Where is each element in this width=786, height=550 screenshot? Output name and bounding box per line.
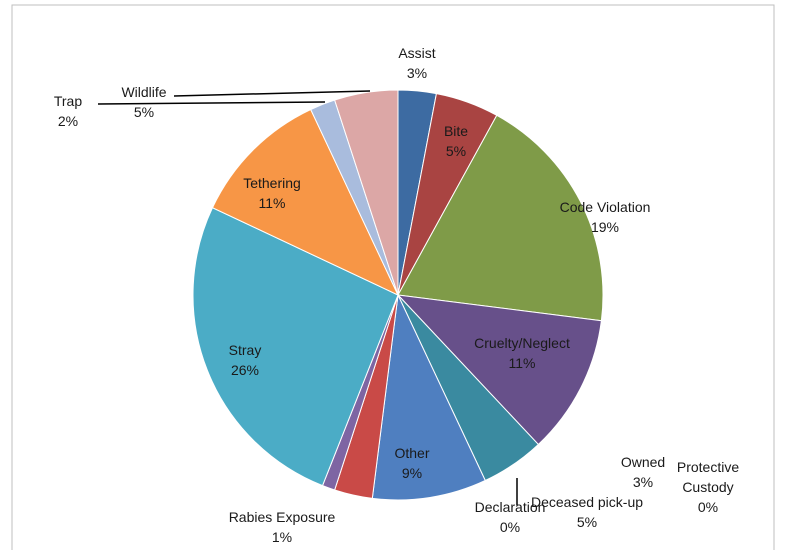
- slice-tethering: [211, 108, 400, 297]
- label-tethering: Tethering 11%: [243, 175, 301, 211]
- label-code-violation: Code Violation 19%: [560, 199, 651, 235]
- slice-cruelty-neglect: [396, 294, 602, 446]
- slice-other: [371, 293, 486, 501]
- label-owned: Owned 3%: [621, 454, 665, 490]
- label-stray: Stray 26%: [229, 342, 262, 378]
- label-other: Other 9%: [394, 445, 429, 481]
- label-protective-custody: Protective Custody 0%: [677, 459, 739, 515]
- label-wildlife: Wildlife 5%: [121, 84, 166, 120]
- label-bite: Bite 5%: [444, 123, 468, 159]
- slice-code-violation: [397, 114, 604, 322]
- leader-trap: [97, 101, 326, 105]
- slice-stray: [192, 207, 399, 487]
- label-deceased-pick-up: Deceased pick-up 5%: [531, 494, 643, 530]
- label-rabies-exposure: Rabies Exposure 1%: [229, 509, 336, 545]
- label-trap: Trap 2%: [54, 93, 82, 129]
- slice-wildlife: [334, 89, 399, 296]
- slice-labels: Assist 3% Bite 5% Code Violation 19% Cruelty/N…: [54, 45, 739, 545]
- leader-wildlife: [173, 90, 371, 97]
- label-declaration: Declaration 0%: [475, 499, 546, 535]
- pie-slices: [192, 89, 604, 501]
- leader-lines: [97, 90, 518, 505]
- label-assist: Assist 3%: [398, 45, 435, 81]
- label-cruelty-neglect: Cruelty/Neglect 11%: [474, 335, 570, 371]
